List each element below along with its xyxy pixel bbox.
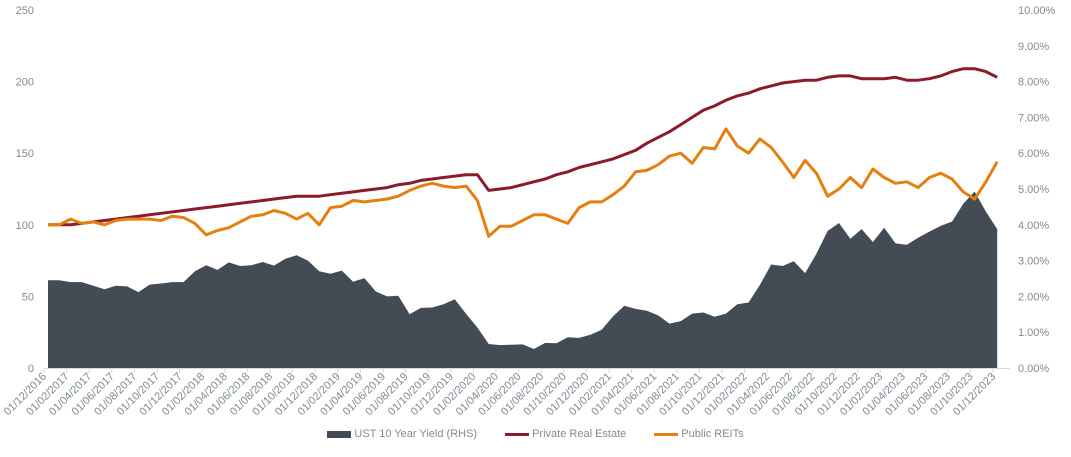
y2-tick-label: 8.00%	[1018, 77, 1049, 89]
y-tick-label: 0	[28, 363, 34, 375]
legend-item-private-re: Private Real Estate	[505, 428, 626, 440]
series-area-ust-10-year-yield-rhs	[48, 191, 998, 368]
y2-tick-label: 0.00%	[1018, 363, 1049, 375]
legend-swatch-private-re	[505, 432, 530, 436]
y2-tick-label: 7.00%	[1018, 112, 1049, 124]
legend-label-ust: UST 10 Year Yield (RHS)	[354, 428, 478, 440]
y-tick-label: 200	[16, 77, 34, 89]
line-layer	[48, 67, 999, 238]
legend-label-public-reits: Public REITs	[681, 428, 744, 440]
y2-tick-label: 3.00%	[1018, 256, 1049, 268]
series-line-private-real-estate	[48, 67, 998, 227]
y2-tick-label: 4.00%	[1018, 220, 1049, 232]
axis-layer: 0 50 100 150 200 250 0.00% 1.00% 2.00% 3.00% 4.00%…	[2, 5, 1056, 418]
y2-tick-label: 10.00%	[1018, 5, 1056, 17]
legend-label-private-re: Private Real Estate	[532, 428, 627, 440]
y-tick-label: 150	[16, 148, 34, 160]
legend-item-ust: UST 10 Year Yield (RHS)	[327, 428, 477, 440]
y2-tick-label: 6.00%	[1018, 148, 1049, 160]
y-tick-label: 50	[22, 291, 34, 303]
y2-tick-label: 2.00%	[1018, 291, 1049, 303]
y2-tick-label: 5.00%	[1018, 184, 1049, 196]
legend-item-public-reits: Public REITs	[654, 428, 744, 440]
series-line-public-reits	[48, 127, 999, 238]
y2-tick-label: 9.00%	[1018, 41, 1049, 53]
y-tick-label: 100	[16, 220, 34, 232]
y2-tick-label: 1.00%	[1018, 327, 1049, 339]
legend-swatch-public-reits	[654, 432, 679, 436]
area-layer	[48, 191, 998, 368]
y-tick-label: 250	[16, 5, 34, 17]
legend-swatch-ust	[327, 430, 352, 438]
legend: UST 10 Year Yield (RHS) Private Real Est…	[0, 428, 1071, 440]
